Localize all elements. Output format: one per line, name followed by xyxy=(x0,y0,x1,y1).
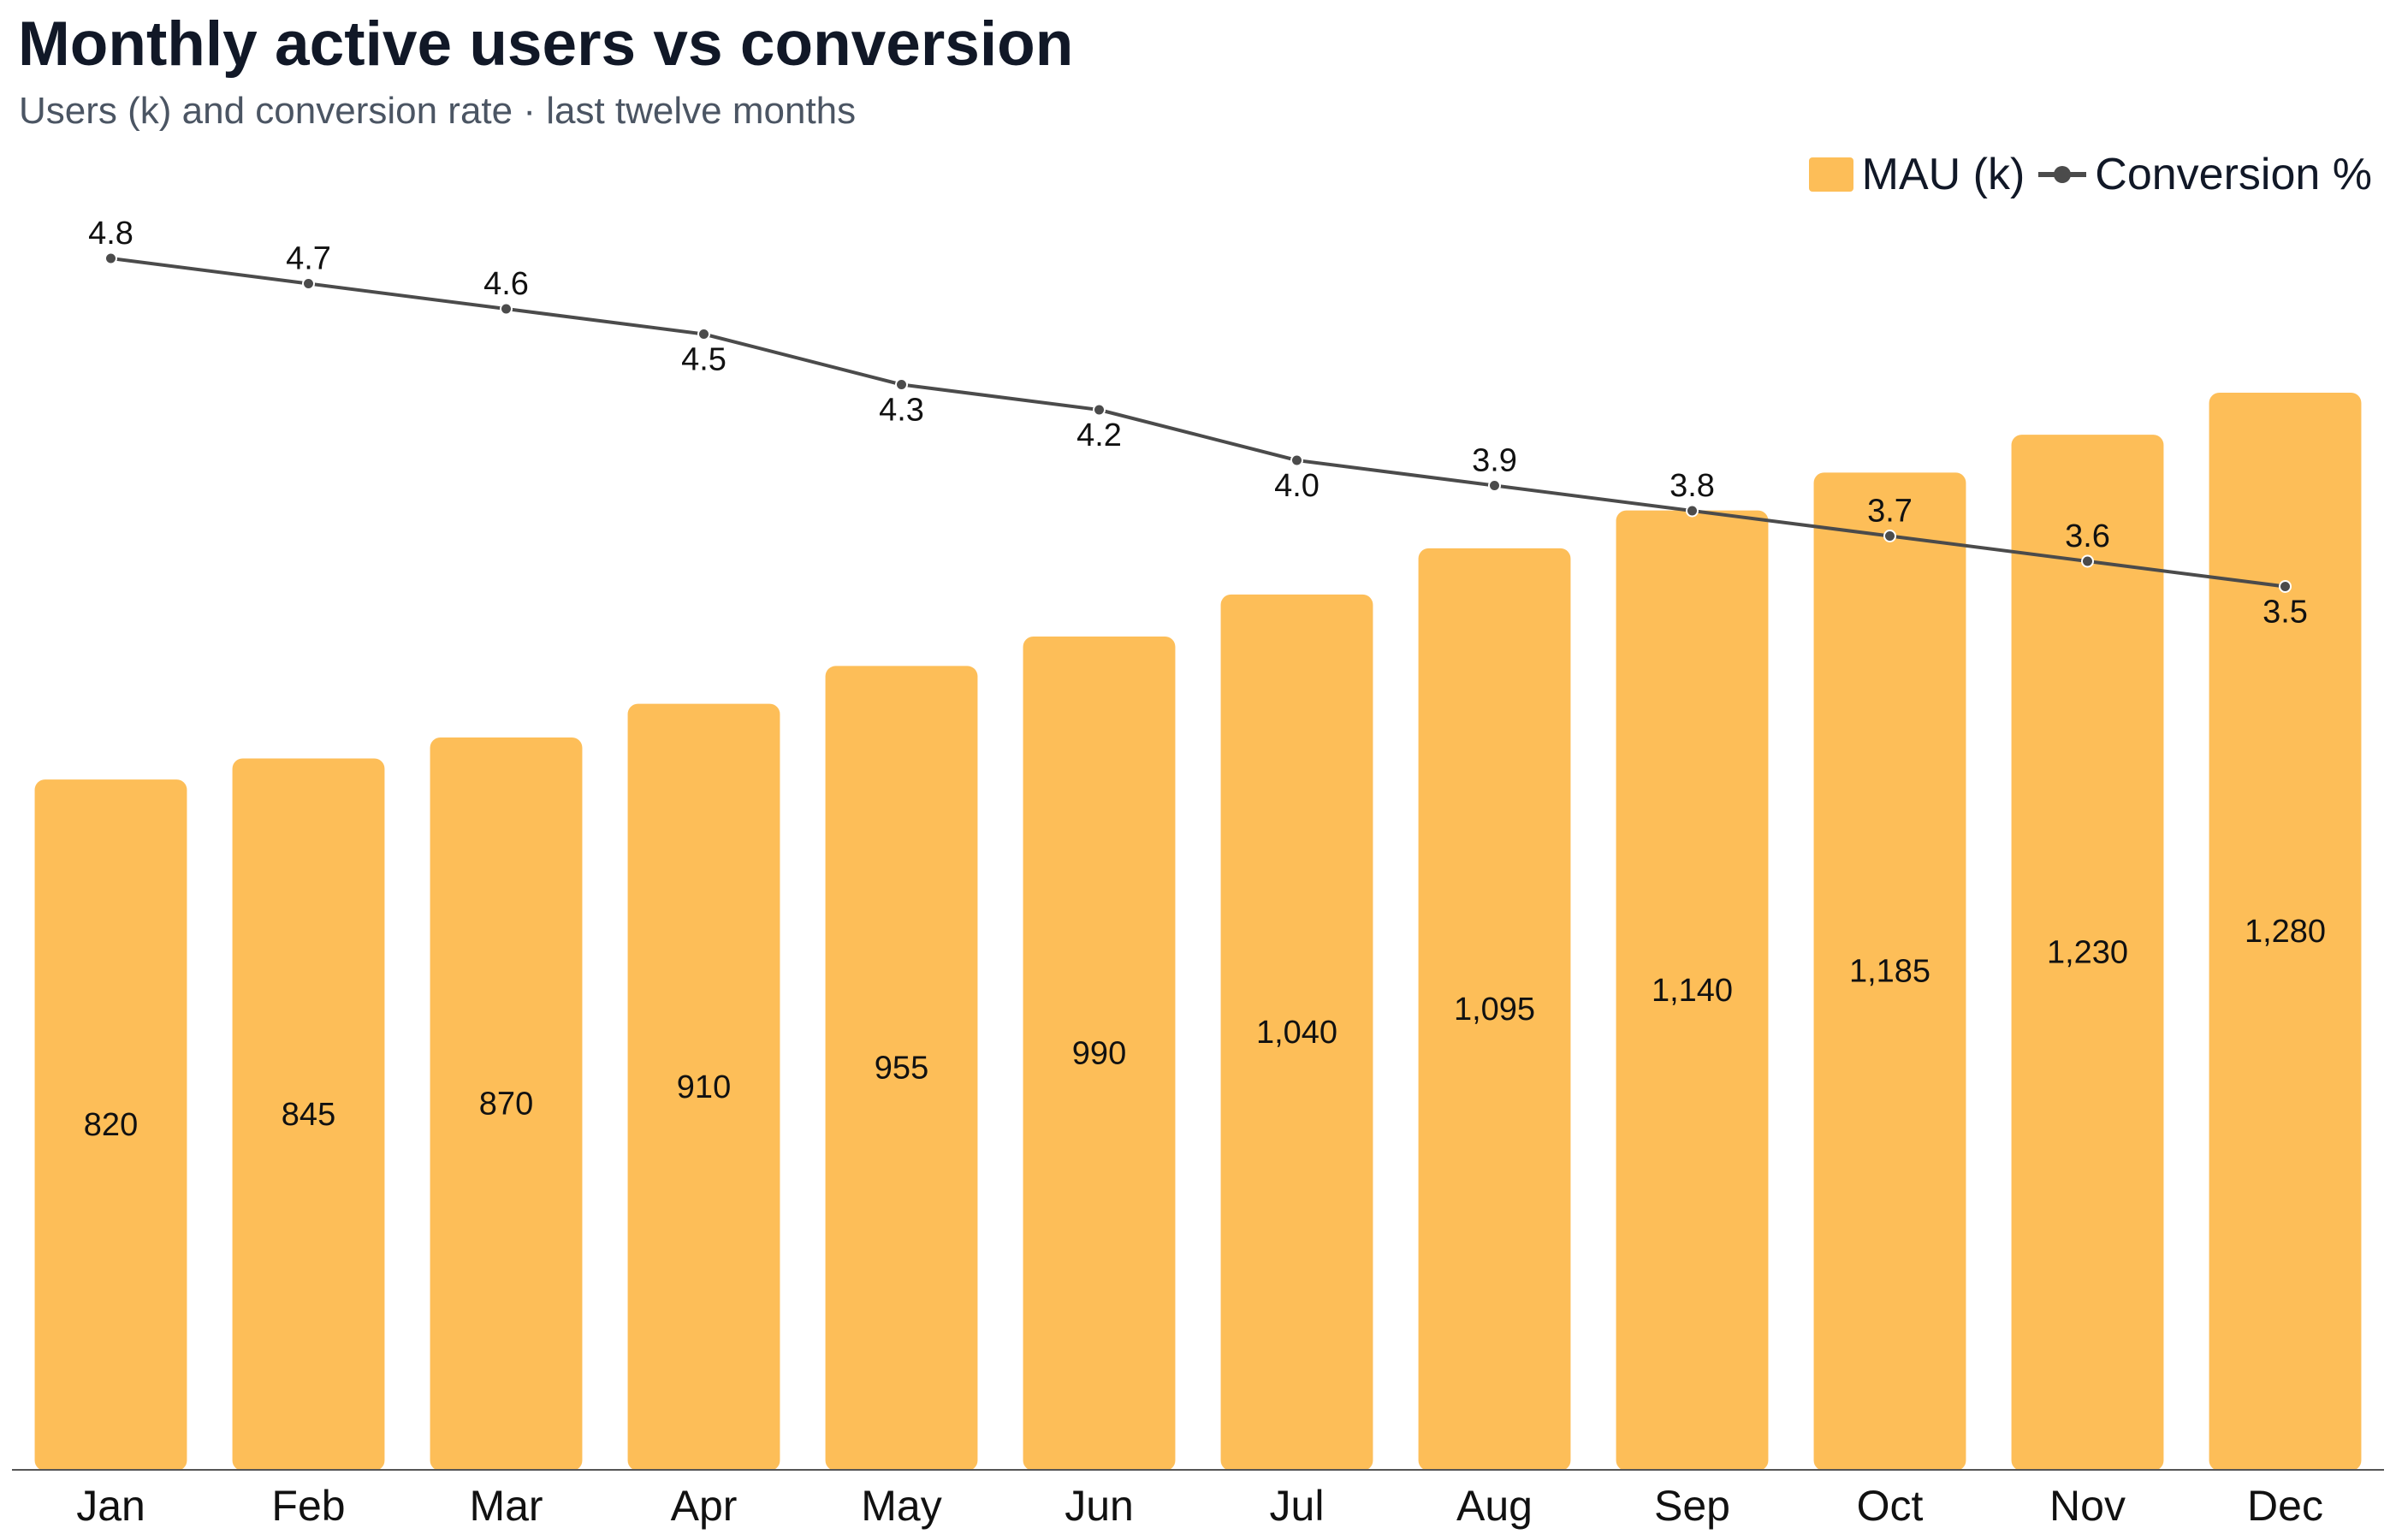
conversion-value-label: 4.8 xyxy=(88,216,133,252)
legend-line-label: Conversion % xyxy=(2095,150,2372,199)
conversion-value-label: 4.2 xyxy=(1076,418,1122,453)
bar-value-label: 910 xyxy=(677,1069,731,1105)
bar-value-label: 990 xyxy=(1072,1036,1126,1072)
x-tick-label: Oct xyxy=(1857,1482,1924,1530)
x-tick-label: Aug xyxy=(1456,1482,1533,1530)
x-tick-label: Jul xyxy=(1270,1482,1325,1530)
conversion-point xyxy=(500,302,513,316)
bar-dec xyxy=(2209,393,2362,1471)
bar-mar xyxy=(430,737,583,1471)
bar-jun xyxy=(1023,637,1176,1471)
x-tick-label: Mar xyxy=(469,1482,543,1530)
conversion-value-label: 4.0 xyxy=(1274,468,1320,504)
bar-aug xyxy=(1418,548,1571,1471)
conversion-value-label: 3.9 xyxy=(1472,443,1517,479)
bar-nov xyxy=(2011,435,2164,1471)
legend-item-bar: MAU (k) xyxy=(1808,149,2025,200)
conversion-value-label: 3.7 xyxy=(1867,494,1913,530)
conversion-point xyxy=(1290,453,1303,467)
bar-value-label: 820 xyxy=(84,1107,138,1143)
chart-subtitle: Users (k) and conversion rate · last twe… xyxy=(19,90,857,132)
conversion-value-label: 3.6 xyxy=(2065,518,2110,554)
bar-value-label: 1,040 xyxy=(1256,1015,1337,1051)
conversion-point xyxy=(2081,554,2094,568)
conversion-value-label: 4.5 xyxy=(681,342,727,378)
bar-apr xyxy=(627,703,780,1471)
conversion-value-label: 3.5 xyxy=(2263,595,2308,631)
bar-jan xyxy=(34,779,187,1471)
conversion-value-label: 3.8 xyxy=(1669,468,1715,504)
x-tick-label: Dec xyxy=(2247,1482,2323,1530)
bar-feb xyxy=(232,758,385,1471)
x-tick-label: Feb xyxy=(271,1482,345,1530)
conversion-point xyxy=(1488,479,1501,492)
x-tick-label: Apr xyxy=(671,1482,738,1530)
legend-item-line: Conversion % xyxy=(2038,149,2372,200)
bar-value-label: 1,280 xyxy=(2245,914,2326,950)
bar-value-label: 1,095 xyxy=(1454,992,1535,1028)
conversion-value-label: 4.7 xyxy=(286,241,331,277)
x-tick-label: Jan xyxy=(76,1482,145,1530)
bar-may xyxy=(825,666,978,1471)
x-tick-label: Sep xyxy=(1654,1482,1730,1530)
x-tick-label: May xyxy=(861,1482,941,1530)
chart-legend: MAU (k) Conversion % xyxy=(1808,149,2372,200)
bar-value-label: 1,230 xyxy=(2047,935,2128,971)
chart-title: Monthly active users vs conversion xyxy=(18,9,1074,79)
conversion-point xyxy=(697,328,710,341)
legend-bar-swatch xyxy=(1808,157,1853,192)
conversion-point xyxy=(1883,530,1896,542)
bar-value-label: 870 xyxy=(479,1086,533,1122)
legend-line-swatch xyxy=(2038,164,2087,185)
conversion-line xyxy=(110,257,2286,589)
x-tick-label: Nov xyxy=(2049,1482,2126,1530)
conversion-point xyxy=(104,252,117,265)
conversion-point xyxy=(1686,504,1699,518)
conversion-point xyxy=(302,277,315,290)
bar-value-label: 1,185 xyxy=(1849,954,1930,990)
conversion-point xyxy=(1093,403,1106,417)
x-tick-label: Jun xyxy=(1065,1482,1134,1530)
bar-sep xyxy=(1616,510,1769,1471)
bar-value-label: 955 xyxy=(875,1051,928,1087)
legend-bar-label: MAU (k) xyxy=(1861,150,2025,199)
conversion-point xyxy=(2279,580,2292,593)
conversion-value-label: 4.6 xyxy=(483,266,529,302)
bar-value-label: 845 xyxy=(282,1097,335,1133)
conversion-value-label: 4.3 xyxy=(879,393,924,429)
bar-value-label: 1,140 xyxy=(1652,973,1733,1009)
bar-oct xyxy=(1813,472,1966,1471)
conversion-point xyxy=(895,378,908,391)
bar-jul xyxy=(1220,594,1373,1471)
